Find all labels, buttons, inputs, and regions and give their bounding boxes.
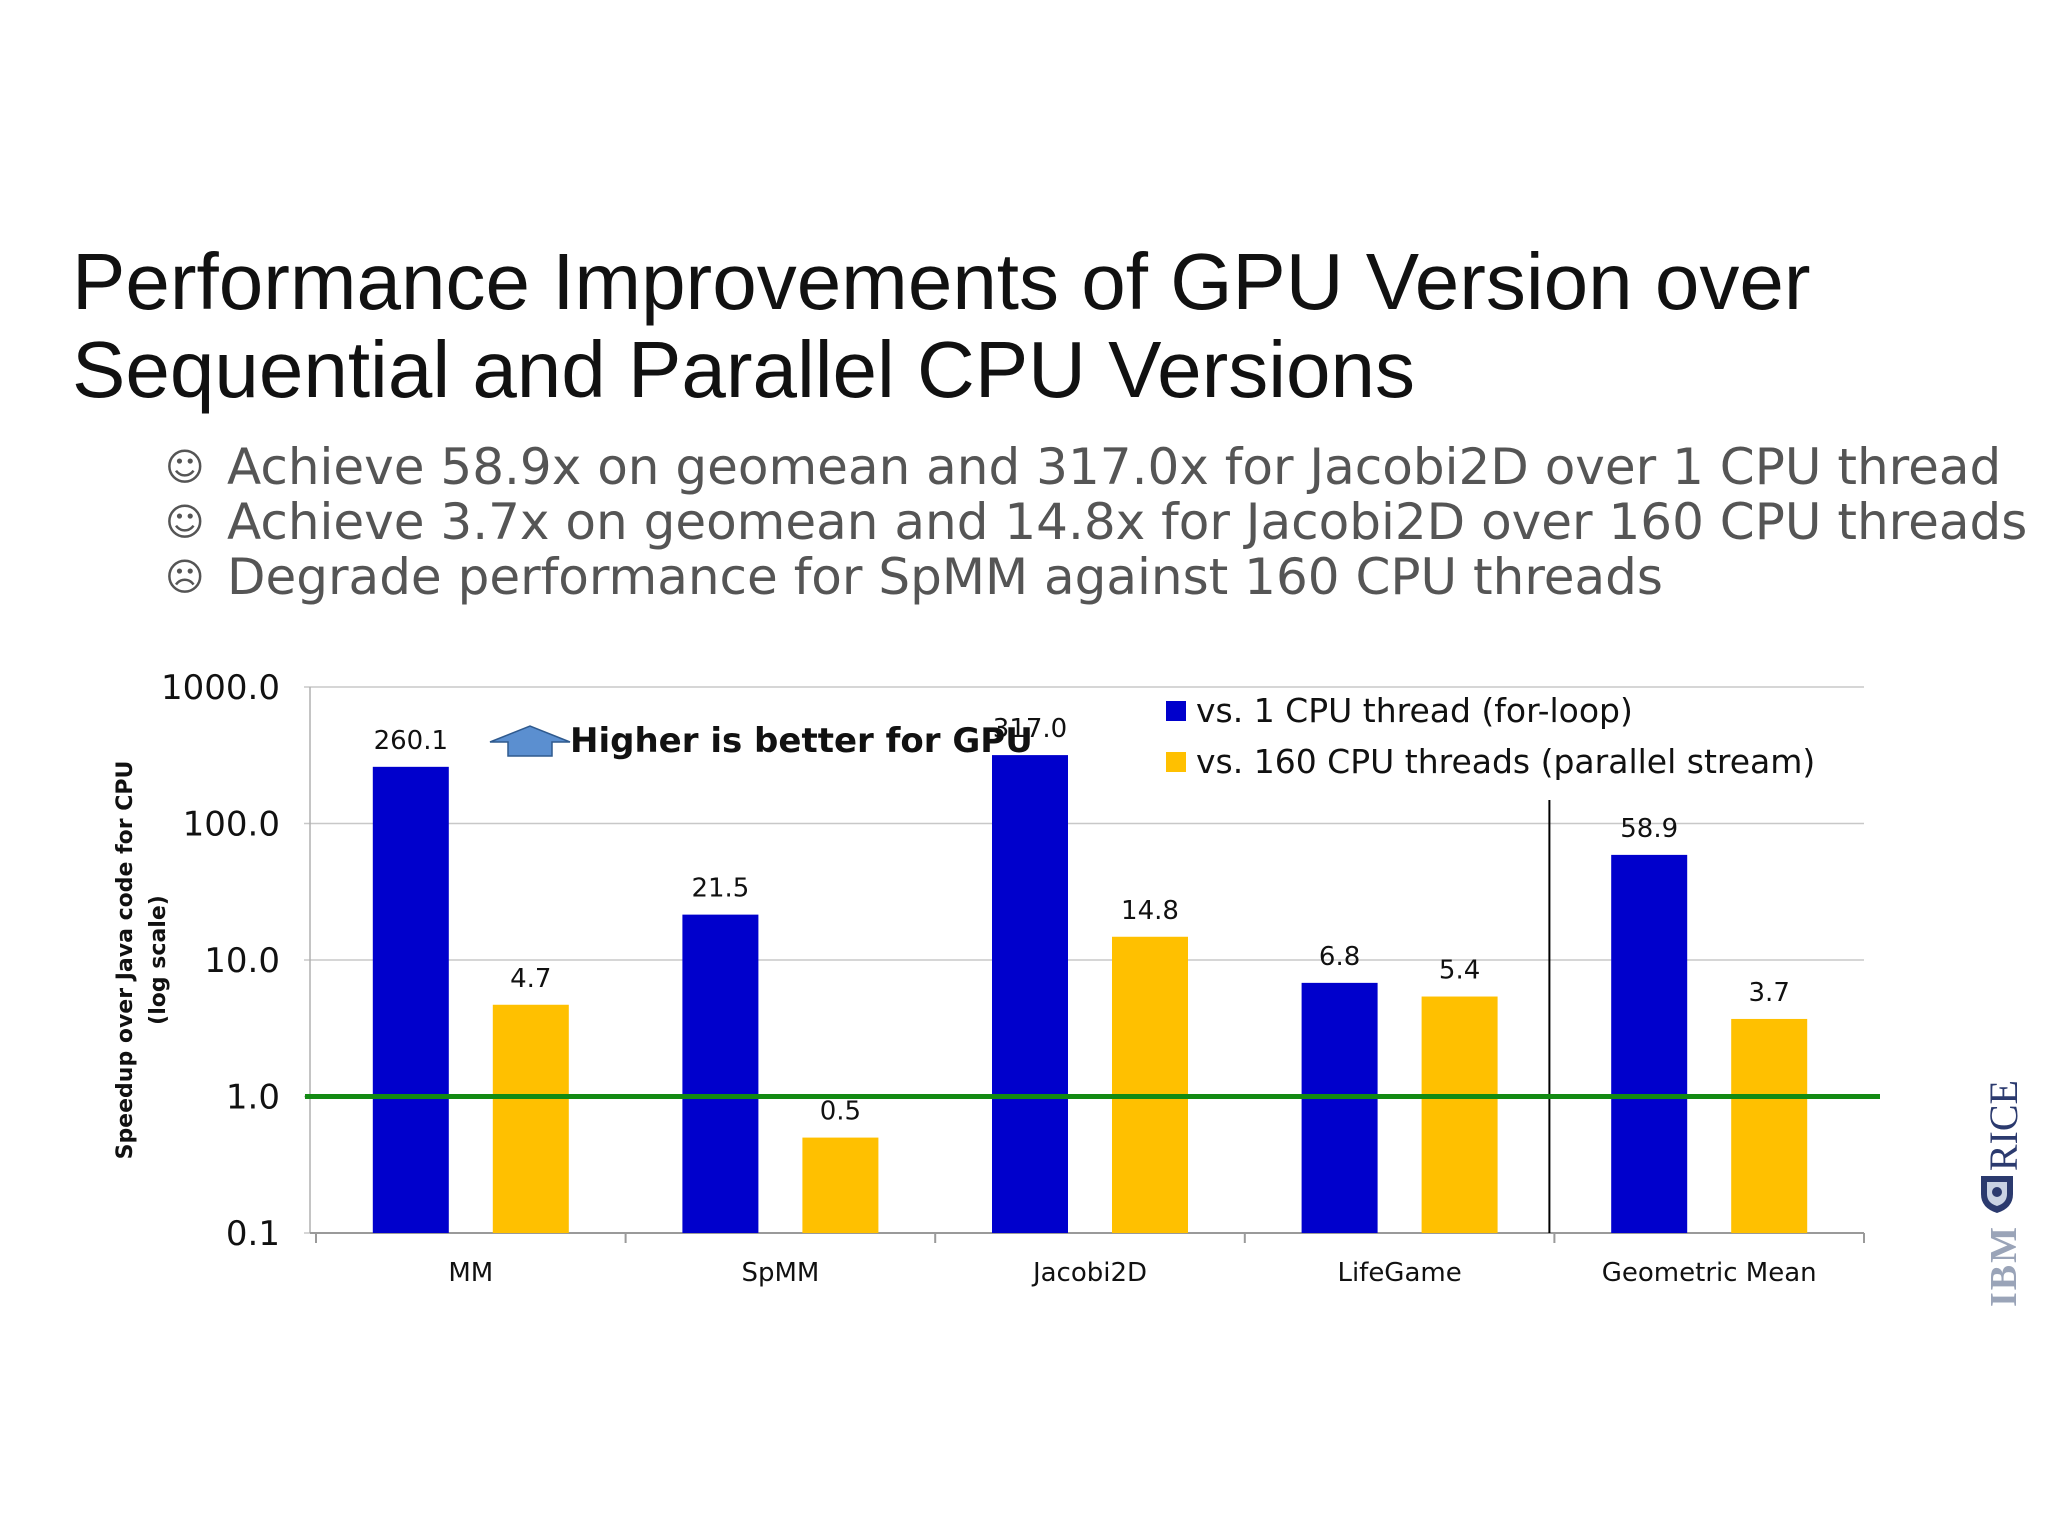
bar-vs-160-threads [492, 1004, 569, 1233]
bullet-item: ☹ Degrade performance for SpMM against 16… [165, 550, 2027, 605]
legend-label: vs. 160 CPU threads (parallel stream) [1196, 742, 1815, 781]
arrow-icon [489, 725, 571, 757]
y-axis-title-scale: (log scale) [146, 895, 171, 1025]
data-label: 21.5 [691, 874, 749, 904]
bar-vs-1-thread [1611, 854, 1688, 1233]
slide-title-line-1: Performance Improvements of GPU Version … [72, 237, 1811, 326]
bullet-item: ☺ Achieve 58.9x on geomean and 317.0x for… [165, 440, 2027, 495]
data-label: 5.4 [1439, 956, 1480, 986]
x-category-label: Geometric Mean [1602, 1258, 1817, 1288]
rice-logo-text: RICE [1981, 1080, 2026, 1172]
bullet-text: Achieve 58.9x on geomean and 317.0x for … [227, 438, 2002, 496]
bullet-text: Degrade performance for SpMM against 160… [227, 548, 1663, 606]
smiley-icon: ☺ [165, 500, 205, 544]
data-label: 6.8 [1319, 942, 1360, 972]
data-label: 260.1 [374, 726, 448, 756]
data-label: 0.5 [820, 1097, 861, 1127]
y-tick-label: 1.0 [226, 1078, 280, 1118]
logo-block: RICE IBM [1968, 1080, 2028, 1320]
x-category-label: SpMM [741, 1258, 819, 1288]
annotation-text: Higher is better for GPU [570, 721, 1033, 761]
bar-vs-1-thread [682, 914, 759, 1233]
bullet-text: Achieve 3.7x on geomean and 14.8x for Ja… [227, 493, 2028, 551]
frown-icon: ☹ [165, 555, 205, 599]
bar-vs-160-threads [1731, 1018, 1808, 1233]
bar-vs-1-thread [1301, 982, 1378, 1233]
legend-label: vs. 1 CPU thread (for-loop) [1196, 691, 1633, 730]
data-label: 4.7 [510, 964, 551, 994]
rice-shield-icon [1981, 1176, 2013, 1213]
legend-swatch [1166, 752, 1186, 772]
data-label: 3.7 [1749, 978, 1790, 1008]
bar-vs-1-thread [372, 766, 449, 1233]
legend-swatch [1166, 701, 1186, 721]
data-label: 317.0 [993, 714, 1067, 744]
slide-title-line-2: Sequential and Parallel CPU Versions [72, 325, 1416, 414]
x-category-label: LifeGame [1337, 1258, 1461, 1288]
y-axis-title: Speedup over Java code for CPU [113, 761, 138, 1160]
bullet-item: ☺ Achieve 3.7x on geomean and 14.8x for J… [165, 495, 2027, 550]
y-tick-label: 1000.0 [161, 668, 280, 708]
x-category-label: Jacobi2D [1031, 1258, 1147, 1288]
bar-vs-160-threads [1112, 936, 1188, 1233]
ibm-logo-text: IBM [1983, 1225, 2025, 1307]
data-label: 14.8 [1121, 896, 1179, 926]
bar-vs-160-threads [1421, 996, 1498, 1233]
data-label: 58.9 [1620, 814, 1678, 844]
y-tick-label: 10.0 [204, 941, 280, 981]
bullet-list: ☺ Achieve 58.9x on geomean and 317.0x for… [165, 440, 2027, 605]
y-tick-label: 100.0 [183, 805, 280, 845]
slide-title: Performance Improvements of GPU Version … [72, 238, 1810, 414]
bar-vs-1-thread [992, 755, 1068, 1233]
bar-vs-160-threads [802, 1137, 879, 1233]
y-tick-label: 0.1 [226, 1214, 280, 1254]
x-category-label: MM [448, 1258, 493, 1288]
smiley-icon: ☺ [165, 445, 205, 489]
